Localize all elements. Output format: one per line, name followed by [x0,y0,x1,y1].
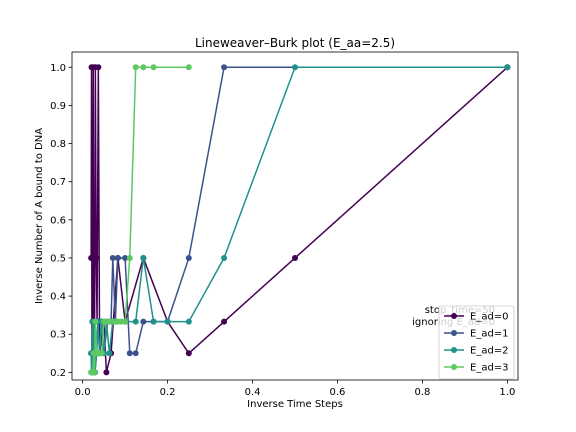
data-point [185,254,192,261]
data-point [140,64,147,71]
y-tick-label: 0.5 [50,253,66,264]
data-point [504,64,511,71]
legend-entry-label: E_ad=2 [470,346,509,357]
data-point [114,254,121,261]
legend-swatch-marker [451,347,457,353]
data-point [140,254,147,261]
legend-swatch-marker [451,364,457,370]
legend-entry-label: E_ad=3 [470,363,509,374]
series-layer [88,64,511,376]
x-tick-label: 0.8 [414,387,430,398]
y-tick-label: 0.7 [50,177,66,188]
series-line [90,66,508,374]
data-point [122,254,129,261]
x-tick-label: 0.0 [75,387,91,398]
y-axis: 0.2 0.3 0.4 0.5 0.6 0.7 0.8 0.9 1.0 [50,63,72,379]
data-point [164,318,171,325]
legend-frame [438,305,515,380]
data-point [90,350,97,357]
x-tick-label: 0.6 [330,387,346,398]
data-point [292,254,298,261]
series-line [90,66,508,374]
data-point [185,64,192,71]
y-tick-label: 0.3 [50,330,66,341]
x-tick-label: 0.2 [160,387,176,398]
data-point [221,318,228,325]
data-point [132,318,139,325]
data-point [103,369,110,376]
legend-entry-label: E_ad=0 [470,312,509,323]
y-tick-label: 1.0 [50,63,66,74]
data-point [150,318,157,325]
x-axis-label: Inverse Time Steps [247,399,343,410]
data-point [92,318,99,325]
data-point [106,350,113,357]
data-point [132,350,139,357]
data-point [221,64,228,71]
data-point [292,64,298,71]
data-point [140,318,147,325]
data-point [88,254,95,261]
y-tick-label: 0.9 [50,101,66,112]
data-point [185,318,192,325]
data-point [185,350,192,357]
y-axis-label: Inverse Number of A bound to DNA [34,128,45,304]
x-tick-label: 0.4 [245,387,261,398]
chart-title: Lineweaver–Burk plot (E_aa=2.5) [195,36,395,50]
data-point [109,254,116,261]
data-point [221,254,228,261]
data-point [88,64,95,71]
data-point [150,64,157,71]
y-tick-label: 0.8 [50,139,66,150]
legend-swatch-marker [451,313,457,319]
y-tick-label: 0.6 [50,215,66,226]
legend-swatch-marker [451,330,457,336]
legend-entry-label: E_ad=1 [470,329,509,340]
plot-area [71,51,519,381]
x-tick-label: 1.0 [499,387,515,398]
data-point [100,318,107,325]
y-tick-label: 0.4 [50,292,66,303]
series-4 [88,64,192,376]
data-point [132,64,139,71]
data-point [88,369,95,376]
x-axis: 0.0 0.2 0.4 0.6 0.8 1.0 [75,380,515,398]
y-tick-label: 0.2 [50,368,66,379]
data-point [126,350,133,357]
legend: E_ad=0 E_ad=1 E_ad=2 E_ad=3 [438,305,515,380]
data-point [126,254,133,261]
